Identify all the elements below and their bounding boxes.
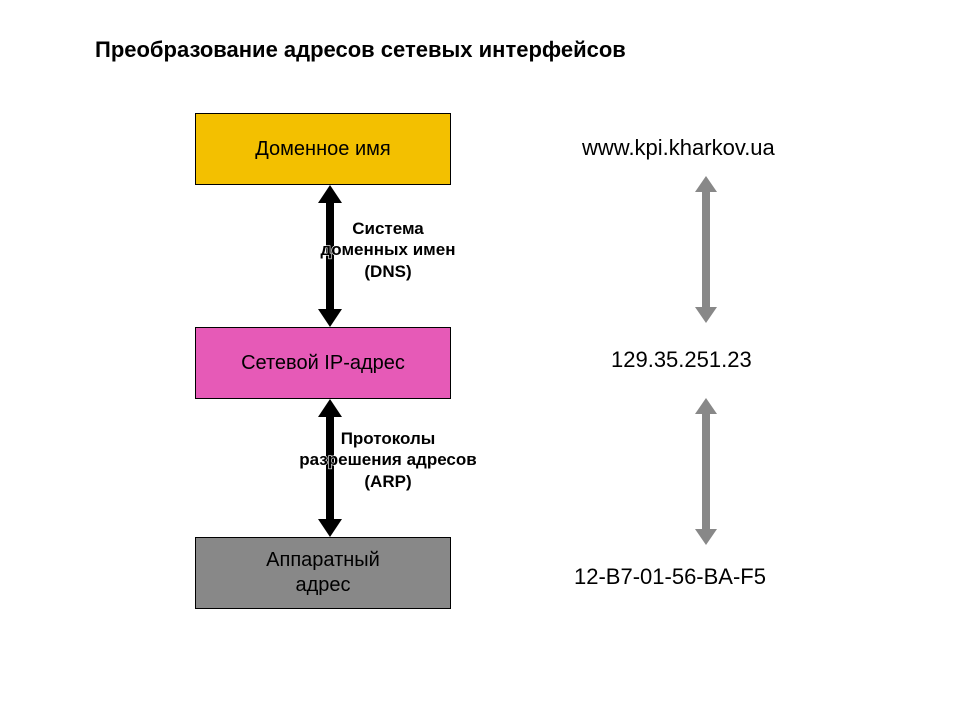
arrow-example-ip-hw <box>695 398 717 545</box>
arrow-example-domain-ip <box>695 176 717 323</box>
example-ip: 129.35.251.23 <box>611 347 752 373</box>
box-ip-label: Сетевой IP-адрес <box>241 351 405 376</box>
label-arp: Протоколыразрешения адресов(ARP) <box>270 428 506 492</box>
diagram-title: Преобразование адресов сетевых интерфейс… <box>95 37 626 63</box>
example-domain: www.kpi.kharkov.ua <box>582 135 775 161</box>
example-hw: 12-B7-01-56-BA-F5 <box>574 564 766 590</box>
box-domain-name: Доменное имя <box>195 113 451 185</box>
box-ip-address: Сетевой IP-адрес <box>195 327 451 399</box>
box-hw-label: Аппаратныйадрес <box>266 548 380 598</box>
box-domain-label: Доменное имя <box>255 137 390 162</box>
label-dns: Системадоменных имен(DNS) <box>290 218 486 282</box>
box-hardware-address: Аппаратныйадрес <box>195 537 451 609</box>
